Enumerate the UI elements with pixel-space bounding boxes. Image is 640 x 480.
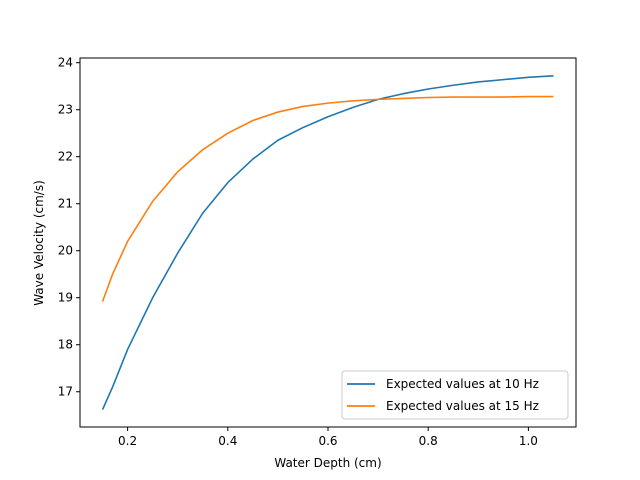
legend-label-15hz: Expected values at 15 Hz: [386, 399, 539, 413]
x-tick-label: 0.6: [318, 434, 337, 448]
x-axis-ticks: 0.2 0.4 0.6 0.8 1.0: [118, 427, 538, 448]
y-axis-ticks: 17 18 19 20 21 22 23 24: [58, 56, 80, 399]
y-tick-label: 19: [58, 291, 73, 305]
plot-area: [101, 75, 554, 410]
legend: Expected values at 10 Hz Expected values…: [341, 370, 569, 420]
x-axis-label: Water Depth (cm): [274, 456, 381, 470]
y-axis-label: Wave Velocity (cm/s): [32, 180, 46, 306]
x-tick-label: 1.0: [519, 434, 538, 448]
series-line-1: [101, 95, 554, 302]
series-line-0: [101, 75, 554, 410]
legend-box: [341, 370, 569, 420]
y-tick-label: 18: [58, 338, 73, 352]
x-tick-label: 0.8: [419, 434, 438, 448]
y-tick-label: 17: [58, 385, 73, 399]
x-tick-label: 0.4: [218, 434, 237, 448]
y-tick-label: 22: [58, 150, 73, 164]
legend-label-10hz: Expected values at 10 Hz: [386, 377, 539, 391]
y-tick-label: 24: [58, 56, 73, 70]
y-tick-label: 20: [58, 244, 73, 258]
y-tick-label: 23: [58, 103, 73, 117]
y-tick-label: 21: [58, 197, 73, 211]
x-tick-label: 0.2: [118, 434, 137, 448]
